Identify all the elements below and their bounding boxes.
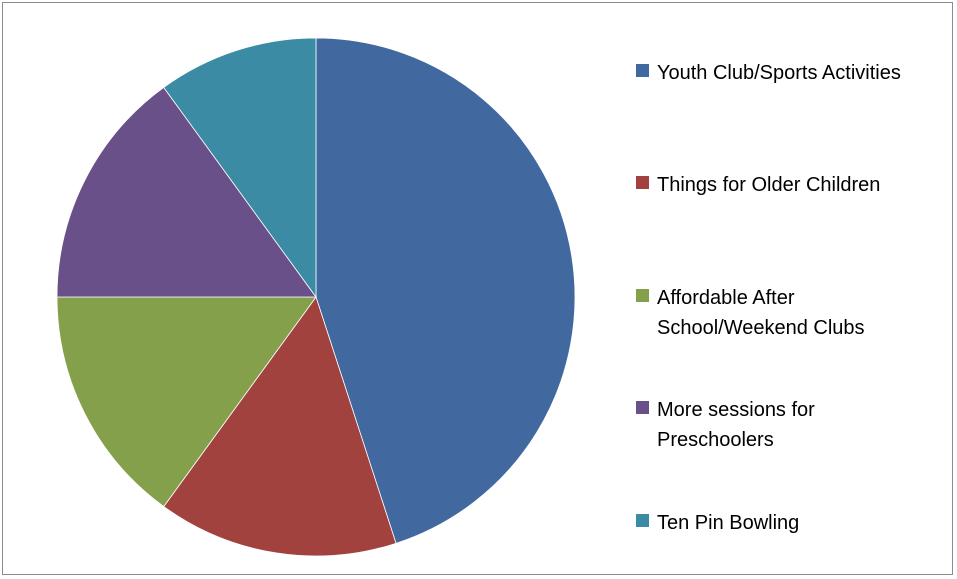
legend-label: Affordable After School/Weekend Clubs [657,287,865,339]
legend-swatch [636,289,649,302]
legend-item-older-children: Things for Older Children [636,170,937,200]
pie-slice-affordable-after-school-weekend-clubs [56,296,317,508]
legend-swatch [636,401,649,414]
legend-label: Youth Club/Sports Activities [657,62,901,84]
legend-swatch [636,64,649,77]
legend-swatch [636,176,649,189]
pie-slice-youth-club-sports-activities [315,37,576,544]
legend-item-youth-club: Youth Club/Sports Activities [636,58,937,88]
pie-slice-things-for-older-children [163,296,397,557]
pie-slices [56,37,576,557]
legend-swatch [636,514,649,527]
pie-slice-more-sessions-for-preschoolers [56,86,317,298]
legend-label: Ten Pin Bowling [657,512,800,534]
legend-label: Things for Older Children [657,174,881,196]
legend-item-ten-pin-bowling: Ten Pin Bowling [636,508,937,538]
legend-item-preschoolers: More sessions for Preschoolers [636,395,937,455]
pie-slice-ten-pin-bowling [163,37,317,299]
legend-item-after-school-clubs: Affordable After School/Weekend Clubs [636,283,937,343]
legend-label: More sessions for Preschoolers [657,399,815,451]
